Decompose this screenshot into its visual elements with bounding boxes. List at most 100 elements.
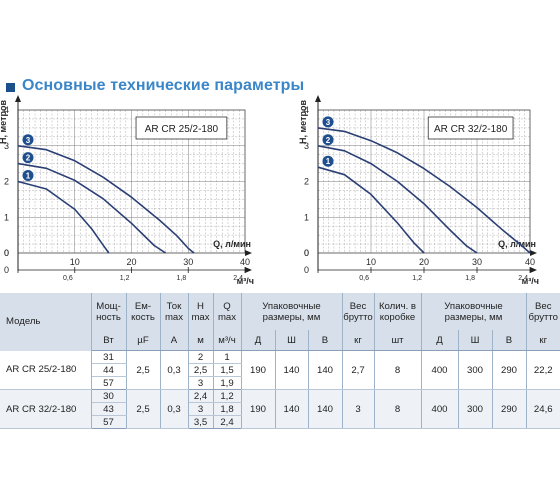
x2-axis-arrow	[530, 267, 537, 273]
unit-d2: Д	[421, 330, 459, 351]
series-badge: 1	[322, 155, 334, 167]
hmax-cell: 3	[188, 402, 214, 416]
qty-cell: 8	[374, 350, 422, 390]
model-title-box	[427, 116, 514, 140]
unit-capacity: µF	[126, 330, 161, 351]
power-cell: 57	[91, 376, 127, 390]
unit-w: Ш	[275, 330, 309, 351]
qty-cell: 8	[374, 389, 422, 429]
gross2-cell: 24,6	[526, 389, 560, 429]
col-model: Модель	[0, 293, 92, 351]
y-tick-label: 4	[304, 105, 309, 115]
pump-curves: 0 1 2 3 4 10 20 30 40 0 0 0,6 1,2 1,8 2,4 H, метров Q, л…	[0, 95, 539, 286]
x2-tick-label: 0	[4, 265, 9, 275]
col-gross: Вес брутто	[342, 293, 375, 330]
unit-power: Вт	[91, 330, 127, 351]
unit-h: В	[308, 330, 343, 351]
x2-tick-label: 1,8	[465, 275, 475, 282]
unit-w2: Ш	[458, 330, 493, 351]
hmax-cell: 3,5	[188, 415, 214, 429]
unit-qty: шт	[374, 330, 422, 351]
x2-tick-label: 0,6	[359, 275, 369, 282]
table-units-row: Вт µF A м м³/ч Д Ш В кг шт Д Ш В кг	[0, 330, 560, 351]
table-row: AR CR 32/2-180 30 2,5 0,3 2,4 1,2 190 14…	[0, 389, 560, 429]
x-axis-label: Q, л/мин	[213, 239, 251, 249]
table-row: 43 3 1,8	[0, 402, 560, 416]
h-cell: 140	[308, 350, 343, 390]
series-badge-circle	[22, 170, 34, 181]
table-row: 57 3,5 2,4	[0, 415, 560, 429]
series-badge-label: 3	[326, 118, 331, 127]
x2-tick-label: 1,2	[412, 275, 422, 282]
series-curve	[17, 180, 110, 254]
y-tick-label: 3	[304, 141, 309, 151]
spec-table: Модель Мощ- ность Ем- кость Ток max H ma…	[0, 293, 560, 429]
x-axis-label: Q, л/мин	[498, 239, 536, 249]
d2-cell: 400	[421, 350, 459, 390]
table-row: 57 3 1,9	[0, 376, 560, 390]
h-cell: 140	[308, 389, 343, 429]
x-tick-label: 30	[472, 257, 482, 267]
model-cell: AR CR 32/2-180	[0, 389, 92, 429]
w2-cell: 300	[458, 389, 493, 429]
d-cell: 190	[241, 389, 276, 429]
y-axis-label: H, метров	[0, 100, 8, 144]
series-badge-label: 3	[26, 136, 31, 145]
section-title: Основные технические параметры	[22, 77, 305, 94]
col-hmax: H max	[188, 293, 214, 330]
x2-tick-label: 1,2	[120, 275, 130, 282]
unit-gross2: кг	[526, 330, 560, 351]
y-axis-arrow	[315, 95, 321, 102]
x-tick-label: 20	[419, 257, 429, 267]
unit-d: Д	[241, 330, 276, 351]
series-curve	[317, 145, 478, 254]
col-qty: Колич. в коробке	[374, 293, 422, 330]
x-tick-label: 0	[304, 248, 309, 258]
qmax-cell: 1,8	[213, 402, 242, 416]
y-tick-label: 1	[304, 212, 309, 222]
x2-tick-label: 0,6	[63, 275, 73, 282]
qmax-cell: 1	[213, 350, 242, 364]
w-cell: 140	[275, 350, 309, 390]
power-cell: 43	[91, 402, 127, 416]
x-tick-label: 0	[4, 248, 9, 258]
y-tick-label: 4	[4, 105, 9, 115]
x2-axis-label: м³/ч	[522, 276, 539, 286]
x-tick-label: 40	[240, 257, 250, 267]
x2-tick-label: 2,4	[233, 275, 243, 282]
y-axis-arrow	[15, 95, 21, 102]
table-row: 44 2,5 1,5	[0, 363, 560, 377]
table-row: AR CR 25/2-180 31 2,5 0,3 2 1 190 140 14…	[0, 350, 560, 390]
h2-cell: 290	[492, 389, 527, 429]
series-curve	[17, 162, 167, 254]
x-tick-label: 10	[366, 257, 376, 267]
x-tick-label: 20	[126, 257, 136, 267]
unit-current: A	[160, 330, 189, 351]
d-cell: 190	[241, 350, 276, 390]
table-header-row: Модель Мощ- ность Ем- кость Ток max H ma…	[0, 293, 560, 351]
series-curve	[317, 166, 425, 254]
y-tick-label: 1	[4, 212, 9, 222]
power-cell: 44	[91, 363, 127, 377]
series-badge-circle	[322, 155, 334, 167]
series-badge: 2	[22, 152, 34, 164]
y-tick-label: 2	[304, 177, 309, 187]
section-header: Основные технические параметры	[0, 77, 560, 100]
series-badge-label: 2	[326, 136, 331, 145]
col-current: Ток max	[160, 293, 189, 330]
w2-cell: 300	[458, 350, 493, 390]
series-badge-circle	[22, 134, 34, 146]
x2-tick-label: 2,4	[518, 275, 528, 282]
x2-axis-arrow	[245, 267, 252, 273]
y-axis-label: H, метров	[298, 100, 308, 144]
series-badge-circle	[322, 134, 334, 146]
col-pack-dims: Упаковочные размеры, мм	[241, 293, 343, 330]
series-badge: 3	[322, 116, 334, 128]
capacity-cell: 2,5	[126, 389, 161, 429]
power-cell: 31	[91, 350, 127, 364]
unit-hmax: м	[188, 330, 214, 351]
col-box-gross: Вес брутто	[526, 293, 560, 330]
y-tick-label: 0	[304, 248, 309, 258]
